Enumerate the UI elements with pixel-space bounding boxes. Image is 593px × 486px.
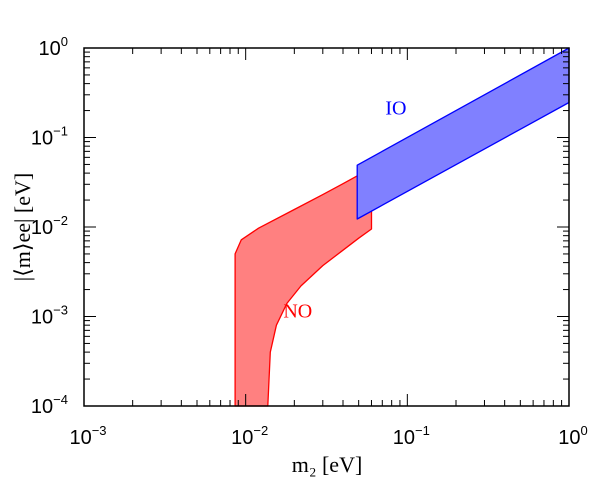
y-tick-label: 10−4 (31, 392, 68, 418)
annotations: IO NO (283, 98, 406, 323)
plot-regions (234, 47, 570, 407)
y-tick-label: 10−2 (31, 213, 68, 239)
x-axis-title: m₂ [eV] (292, 452, 363, 477)
y-tick-label: 10−3 (31, 303, 68, 329)
x-tick-label: 100 (558, 423, 587, 449)
x-tick-label: 10−2 (231, 423, 268, 449)
y-axis-title: |⟨m⟩ee| [eV] (10, 173, 35, 281)
axis-ticks (83, 47, 570, 407)
y-tick-label: 100 (39, 34, 68, 60)
x-tick-label: 10−3 (69, 423, 106, 449)
annotation-no: NO (283, 300, 312, 322)
x-tick-label: 10−1 (393, 423, 430, 449)
y-tick-label: 10−1 (31, 124, 68, 150)
annotation-io: IO (385, 98, 406, 120)
region-no (234, 167, 373, 407)
region-io (356, 47, 570, 220)
